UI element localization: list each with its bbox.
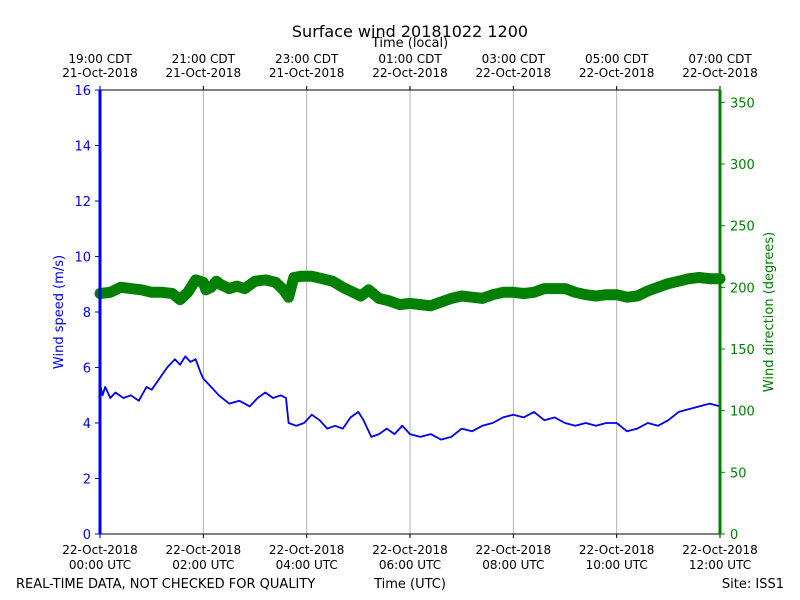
right-axis-label: Wind direction (degrees)	[762, 232, 777, 392]
x-axis-label: Time (UTC)	[373, 577, 446, 592]
bottom-tick-time-5: 10:00 UTC	[586, 558, 648, 572]
top-tick-time-1: 21:00 CDT	[172, 52, 236, 66]
top-tick-time-6: 07:00 CDT	[688, 52, 752, 66]
right-tick-label-7: 350	[730, 96, 755, 111]
top-tick-date-3: 22-Oct-2018	[372, 66, 448, 80]
right-tick-label-0: 0	[730, 528, 738, 543]
right-tick-label-1: 50	[730, 466, 747, 481]
top-tick-date-5: 22-Oct-2018	[579, 66, 655, 80]
top-tick-date-2: 21-Oct-2018	[269, 66, 345, 80]
left-tick-label-1: 2	[83, 473, 91, 488]
bottom-tick-date-4: 22-Oct-2018	[476, 543, 552, 557]
right-tick-label-3: 150	[730, 343, 755, 358]
left-tick-label-8: 16	[74, 84, 91, 99]
left-axis-ticks: 0 2 4 6 8 10 12 14 16	[74, 84, 100, 543]
left-tick-label-0: 0	[83, 528, 91, 543]
bottom-tick-date-1: 22-Oct-2018	[166, 543, 242, 557]
bottom-tick-date-6: 22-Oct-2018	[682, 543, 758, 557]
bottom-tick-time-6: 12:00 UTC	[689, 558, 751, 572]
bottom-tick-date-3: 22-Oct-2018	[372, 543, 448, 557]
right-axis-ticks: 0 50 100 150 200 250 300 350	[720, 96, 755, 543]
right-tick-label-5: 250	[730, 220, 755, 235]
top-tick-time-4: 03:00 CDT	[482, 52, 546, 66]
left-axis-label: Wind speed (m/s)	[52, 255, 67, 369]
top-tick-date-0: 21-Oct-2018	[62, 66, 138, 80]
top-tick-date-4: 22-Oct-2018	[476, 66, 552, 80]
top-tick-date-6: 22-Oct-2018	[682, 66, 758, 80]
top-axis-label: Time (local)	[371, 36, 448, 51]
wind-speed-series	[99, 355, 721, 441]
right-tick-label-6: 300	[730, 158, 755, 173]
bottom-tick-time-2: 04:00 UTC	[276, 558, 338, 572]
bottom-tick-date-2: 22-Oct-2018	[269, 543, 345, 557]
left-tick-label-3: 6	[83, 362, 91, 377]
right-tick-label-2: 100	[730, 405, 755, 420]
bottom-tick-time-3: 06:00 UTC	[379, 558, 441, 572]
left-tick-label-6: 12	[74, 195, 91, 210]
quality-disclaimer: REAL-TIME DATA, NOT CHECKED FOR QUALITY	[16, 577, 315, 592]
left-tick-label-5: 10	[74, 251, 91, 266]
bottom-tick-time-0: 00:00 UTC	[69, 558, 131, 572]
chart-title: Surface wind 20181022 1200	[292, 22, 528, 41]
wind-direction-series	[94, 270, 726, 312]
bottom-tick-date-5: 22-Oct-2018	[579, 543, 655, 557]
left-tick-label-2: 4	[83, 417, 91, 432]
left-tick-label-4: 8	[83, 306, 91, 321]
bottom-tick-time-1: 02:00 UTC	[172, 558, 234, 572]
top-tick-time-0: 19:00 CDT	[68, 52, 132, 66]
top-tick-time-5: 05:00 CDT	[585, 52, 649, 66]
right-tick-label-4: 200	[730, 281, 755, 296]
bottom-tick-time-4: 08:00 UTC	[482, 558, 544, 572]
bottom-tick-date-0: 22-Oct-2018	[62, 543, 138, 557]
site-label: Site: ISS1	[722, 577, 784, 592]
top-tick-date-1: 21-Oct-2018	[166, 66, 242, 80]
top-tick-time-3: 01:00 CDT	[378, 52, 442, 66]
series-area	[94, 270, 726, 441]
gridlines	[202, 90, 618, 534]
top-tick-time-2: 23:00 CDT	[275, 52, 339, 66]
left-tick-label-7: 14	[74, 140, 91, 155]
